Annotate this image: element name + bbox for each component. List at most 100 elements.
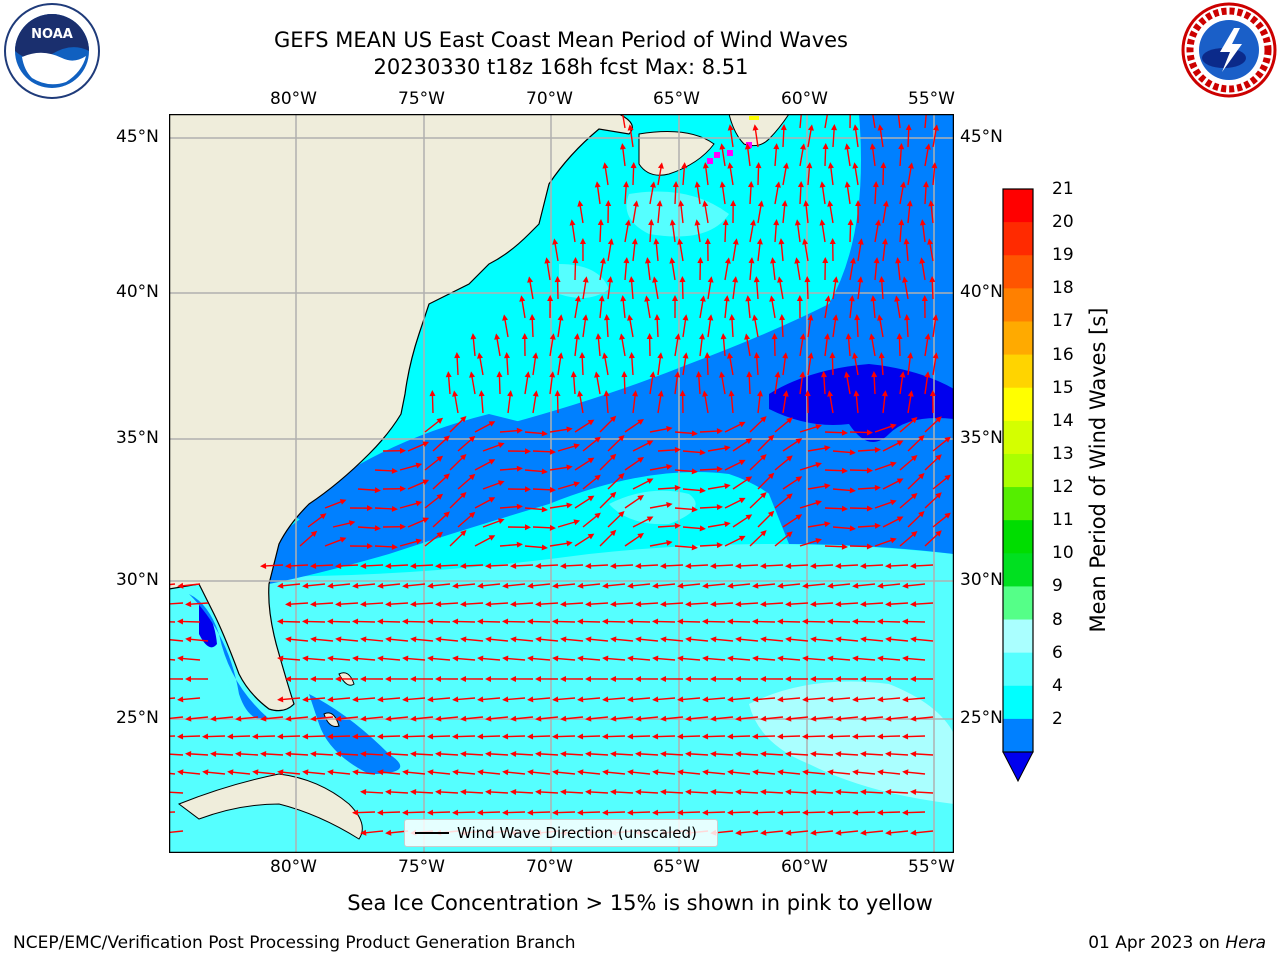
wave-direction-arrow	[678, 241, 684, 262]
wave-arrow-head	[885, 675, 892, 682]
wave-direction-arrow	[521, 298, 526, 319]
wave-direction-arrow	[430, 771, 451, 775]
wave-direction-arrow	[287, 602, 309, 606]
wave-direction-arrow	[657, 203, 661, 224]
wave-direction-arrow	[657, 355, 662, 376]
wave-arrow-head	[502, 655, 509, 662]
wave-arrow-head	[827, 655, 834, 662]
wave-direction-arrow	[529, 620, 551, 623]
wave-arrow-head	[436, 417, 444, 424]
wave-direction-arrow	[796, 260, 801, 281]
wave-direction-arrow	[754, 127, 759, 148]
wave-direction-arrow	[612, 753, 634, 756]
wave-arrow-head	[310, 601, 317, 608]
colorbar-segment	[1003, 255, 1033, 289]
wave-direction-arrow	[255, 771, 276, 775]
wave-direction-arrow	[674, 431, 695, 435]
footer-date-text: 01 Apr 2023 on	[1088, 933, 1226, 953]
wave-direction-arrow	[507, 393, 512, 414]
wave-arrow-head	[902, 276, 909, 283]
wave-arrow-head	[910, 788, 917, 795]
wave-direction-arrow	[632, 517, 652, 528]
wave-arrow-head	[874, 446, 881, 453]
wave-direction-arrow	[549, 428, 570, 433]
wave-direction-arrow	[262, 564, 284, 567]
wave-direction-arrow	[355, 657, 376, 661]
wave-direction-arrow	[921, 260, 926, 281]
wave-direction-arrow	[662, 753, 684, 756]
wave-arrow-head	[727, 352, 734, 359]
wave-direction-arrow	[324, 500, 344, 509]
wave-direction-arrow	[613, 716, 634, 720]
wave-arrow-head	[587, 533, 595, 540]
wave-arrow-head	[716, 504, 723, 511]
wave-direction-arrow	[829, 620, 851, 623]
wave-arrow-head	[460, 601, 467, 608]
wave-direction-arrow	[630, 657, 651, 661]
wave-direction-arrow	[774, 184, 780, 205]
wave-direction-arrow	[899, 222, 903, 243]
wave-direction-arrow	[779, 811, 801, 814]
wave-direction-arrow	[732, 515, 751, 528]
wave-arrow-head	[896, 440, 904, 446]
wave-arrow-head	[774, 371, 781, 378]
wave-direction-arrow	[587, 791, 609, 794]
wave-direction-arrow	[931, 278, 934, 300]
wave-direction-arrow	[312, 602, 334, 606]
wave-arrow-head	[720, 333, 727, 340]
wave-arrow-head	[777, 655, 784, 662]
wave-direction-arrow	[649, 503, 670, 509]
wave-direction-arrow	[280, 771, 301, 775]
wave-direction-arrow	[629, 127, 634, 148]
wave-arrow-head	[648, 219, 655, 226]
wave-arrow-head	[874, 219, 881, 226]
wave-arrow-head	[827, 696, 834, 703]
wave-arrow-head	[902, 582, 909, 589]
wave-direction-arrow	[363, 638, 384, 642]
wave-direction-arrow	[587, 602, 609, 606]
wave-direction-arrow	[579, 203, 584, 224]
colorbar-segment	[1003, 354, 1033, 389]
wave-direction-arrow	[830, 697, 851, 701]
wave-direction-arrow	[782, 165, 788, 186]
wave-arrow-head	[910, 562, 917, 569]
wave-direction-arrow	[679, 811, 701, 814]
wave-arrow-head	[885, 715, 892, 722]
legend-line-swatch	[415, 832, 449, 834]
wave-arrow-head	[579, 352, 586, 359]
wave-direction-arrow	[854, 165, 859, 186]
wave-direction-arrow	[748, 373, 751, 395]
wave-direction-arrow	[505, 583, 526, 587]
wave-arrow-head	[452, 655, 459, 662]
wave-direction-arrow	[762, 564, 784, 567]
wave-arrow-head	[566, 540, 573, 547]
wave-direction-arrow	[613, 638, 634, 642]
wave-arrow-head	[672, 295, 679, 302]
colorbar-tick-label: 14	[1052, 410, 1074, 431]
wave-arrow-head	[827, 162, 834, 169]
wave-arrow-head	[877, 618, 884, 625]
wave-direction-arrow	[524, 431, 545, 435]
wave-direction-arrow	[582, 513, 600, 528]
wave-arrow-head	[277, 618, 284, 625]
wave-arrow-head	[685, 636, 692, 643]
wave-direction-arrow	[605, 771, 626, 775]
wave-direction-arrow	[623, 373, 626, 395]
wave-direction-arrow	[432, 474, 449, 490]
wave-arrow-head	[366, 505, 373, 512]
wave-direction-arrow	[755, 771, 776, 775]
wave-direction-arrow	[697, 373, 701, 395]
wave-arrow-head	[527, 809, 534, 816]
wave-direction-arrow	[462, 602, 484, 606]
wave-arrow-head	[674, 446, 681, 453]
wave-direction-arrow	[849, 221, 852, 243]
wave-arrow-head	[573, 333, 580, 340]
wave-arrow-head	[360, 601, 367, 608]
wave-direction-arrow	[380, 583, 401, 587]
wave-arrow-head	[660, 788, 667, 795]
wave-direction-arrow	[332, 521, 353, 528]
wave-arrow-head	[460, 636, 467, 643]
colorbar-tick-label: 11	[1052, 510, 1074, 531]
wave-arrow-head	[882, 200, 889, 207]
wave-direction-arrow	[632, 479, 652, 490]
